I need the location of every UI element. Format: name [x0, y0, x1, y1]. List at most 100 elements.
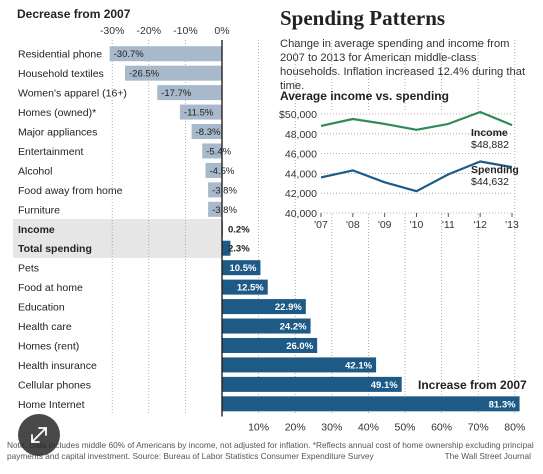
bar — [208, 201, 222, 217]
x-tick-label: 40% — [358, 422, 379, 434]
bar — [179, 104, 222, 120]
x-tick-label: '09 — [378, 219, 392, 231]
bar-value-label: 26.0% — [286, 341, 313, 352]
category-label: Food away from home — [18, 185, 123, 197]
y-tick-label: 40,000 — [285, 208, 317, 220]
bar-value-label: 12.5% — [237, 283, 264, 294]
category-label: Food at home — [18, 282, 83, 294]
bar-value-label: -11.5% — [184, 108, 214, 119]
category-label: Homes (owned)* — [18, 107, 96, 119]
increase-heading: Increase from 2007 — [418, 378, 527, 392]
highlight-row-bg — [13, 219, 222, 239]
x-tick-label: '11 — [442, 219, 455, 231]
bar — [202, 143, 222, 159]
bar-value-label: 10.5% — [229, 263, 256, 274]
x-tick-label: '12 — [473, 219, 487, 231]
footnote-note: Note: Data includes middle 60% of Americ… — [7, 440, 534, 461]
series-line-income — [320, 110, 513, 131]
x-tick-label: '07 — [314, 219, 328, 231]
x-tick-label: 20% — [285, 422, 306, 434]
category-label: Home Internet — [18, 399, 85, 411]
bar — [125, 65, 222, 81]
bar-value-label: 49.1% — [371, 380, 398, 391]
bar-value-label: 81.3% — [489, 399, 516, 410]
bar-value-label: -3.8% — [212, 185, 237, 196]
category-label: Pets — [18, 263, 39, 275]
x-tick-label: -20% — [137, 25, 162, 37]
category-label: Income — [18, 224, 55, 236]
bar-value-label: -3.8% — [212, 205, 237, 216]
bar — [222, 376, 402, 392]
series-name-label: Spending — [471, 164, 519, 176]
y-tick-label: 48,000 — [285, 129, 317, 141]
bar — [222, 318, 311, 334]
x-tick-label: 80% — [504, 422, 525, 434]
category-label: Health insurance — [18, 360, 97, 372]
x-tick-label: -10% — [173, 25, 198, 37]
bar — [205, 162, 222, 178]
bar-value-label: -17.7% — [161, 88, 192, 99]
x-tick-label: -30% — [100, 25, 125, 37]
y-tick-label: $50,000 — [279, 109, 317, 121]
category-label: Residential phone — [18, 49, 102, 61]
line-chart-title: Average income vs. spending — [280, 89, 449, 103]
category-label: Entertainment — [18, 146, 83, 158]
bar-value-label: -26.5% — [129, 69, 160, 80]
category-label: Furniture — [18, 204, 60, 216]
category-label: Health care — [18, 321, 72, 333]
bar-value-label: 2.3% — [228, 244, 250, 255]
bar-value-label: 24.2% — [280, 322, 307, 333]
category-label: Women's apparel (16+) — [18, 88, 127, 100]
highlight-row-bg — [13, 238, 222, 258]
bar-value-label: 42.1% — [345, 360, 372, 371]
bar-value-label: 22.9% — [275, 302, 302, 313]
category-label: Homes (rent) — [18, 340, 79, 352]
decrease-heading: Decrease from 2007 — [17, 7, 131, 21]
expand-button[interactable] — [18, 414, 60, 456]
x-tick-label: '13 — [505, 219, 519, 231]
category-label: Alcohol — [18, 165, 52, 177]
bar-value-label: -5.4% — [206, 146, 231, 157]
x-tick-label: 50% — [394, 422, 415, 434]
x-tick-label: 60% — [431, 422, 452, 434]
bar — [109, 46, 222, 62]
bar — [222, 299, 306, 315]
x-tick-label: 0% — [214, 25, 229, 37]
series-end-value-label: $44,632 — [471, 176, 509, 188]
y-tick-label: 42,000 — [285, 188, 317, 200]
bar-value-label: 0.2% — [228, 224, 250, 235]
bar-value-label: -30.7% — [114, 49, 145, 60]
x-tick-label: 10% — [248, 422, 269, 434]
bar-value-label: -8.3% — [196, 127, 221, 138]
category-label: Cellular phones — [18, 379, 91, 391]
series-line-spending — [320, 160, 513, 193]
category-label: Household textiles — [18, 68, 104, 80]
bar — [157, 85, 222, 101]
panel-subtitle: Change in average spending and income fr… — [280, 38, 526, 92]
x-tick-label: '10 — [410, 219, 424, 231]
bar — [222, 279, 268, 295]
bar — [222, 357, 377, 373]
expand-arrows-icon — [31, 427, 47, 443]
bar — [222, 337, 318, 353]
y-tick-label: 44,000 — [285, 168, 317, 180]
bar — [222, 260, 261, 276]
footnote-brand: The Wall Street Journal — [444, 451, 531, 461]
category-label: Education — [18, 302, 65, 314]
bar — [222, 240, 231, 256]
y-tick-label: 46,000 — [285, 149, 317, 161]
category-label: Major appliances — [18, 127, 97, 139]
footnote: Note: Data includes middle 60% of Americ… — [7, 440, 537, 462]
series-name-label: Income — [471, 127, 508, 139]
series-end-value-label: $48,882 — [471, 139, 509, 151]
bar — [222, 396, 520, 412]
x-tick-label: '08 — [346, 219, 360, 231]
x-tick-label: 30% — [321, 422, 342, 434]
bar — [208, 182, 222, 198]
x-tick-label: 70% — [468, 422, 489, 434]
bar — [191, 124, 222, 140]
panel-title: Spending Patterns — [280, 6, 446, 30]
category-label: Total spending — [18, 243, 92, 255]
